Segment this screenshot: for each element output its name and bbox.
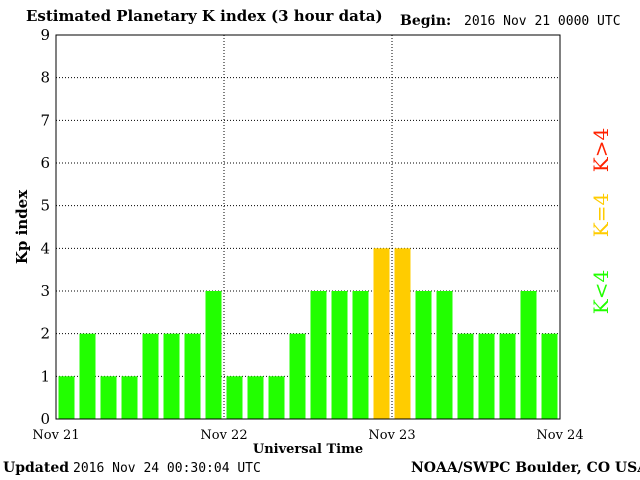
y-tick-label: 2 (40, 325, 50, 343)
kp-bar (58, 376, 75, 419)
kp-bar (394, 248, 411, 419)
plot-frame (55, 34, 561, 420)
x-axis-label: Universal Time (253, 442, 363, 457)
chart-title: Estimated Planetary K index (3 hour data… (26, 7, 383, 25)
kp-bar (268, 376, 285, 419)
updated-label: Updated (3, 460, 70, 476)
x-tick-label: Nov 24 (536, 428, 583, 443)
y-tick-labels: 0 1 2 3 4 5 6 7 8 9 (40, 26, 50, 428)
kp-bar (520, 291, 537, 419)
x-tick-labels: Nov 21 Nov 22 Nov 23 Nov 24 (32, 428, 583, 443)
begin-label: Begin: (400, 13, 452, 29)
kp-bar (205, 291, 222, 419)
kp-bar (289, 333, 306, 419)
y-tick-label: 6 (40, 154, 50, 172)
y-tick-label: 1 (40, 367, 50, 385)
kp-bar (478, 333, 495, 419)
kp-bar (415, 291, 432, 419)
kp-bar (184, 333, 201, 419)
kp-bar (436, 291, 453, 419)
y-tick-label: 7 (40, 111, 50, 129)
legend-k-less-4: K<4 (589, 270, 613, 314)
kp-bar (79, 333, 96, 419)
kp-bar (310, 291, 327, 419)
y-tick-label: 4 (40, 239, 50, 257)
x-tick-label: Nov 23 (368, 428, 415, 443)
x-tick-label: Nov 22 (200, 428, 247, 443)
kp-bar (100, 376, 117, 419)
y-tick-label: 0 (40, 410, 50, 428)
y-axis-label: Kp index (13, 189, 31, 264)
grid-lines (56, 35, 560, 419)
kp-bar (457, 333, 474, 419)
legend-k-greater-4: K>4 (589, 128, 613, 172)
begin-value: 2016 Nov 21 0000 UTC (464, 14, 621, 29)
kp-bar (352, 291, 369, 419)
kp-bar (499, 333, 516, 419)
y-tick-label: 5 (40, 197, 50, 215)
kp-bar (541, 333, 558, 419)
kp-bar (331, 291, 348, 419)
kp-bar (142, 333, 159, 419)
updated-value: 2016 Nov 24 00:30:04 UTC (73, 461, 261, 476)
kp-bar (373, 248, 390, 419)
legend-k-equal-4: K=4 (589, 193, 613, 237)
bars (58, 248, 558, 419)
kp-bar (121, 376, 138, 419)
x-tick-label: Nov 21 (32, 428, 79, 443)
y-tick-label: 3 (40, 282, 50, 300)
kp-bar (226, 376, 243, 419)
kp-bar (247, 376, 264, 419)
y-tick-label: 9 (40, 26, 50, 44)
source-credit: NOAA/SWPC Boulder, CO USA (411, 460, 640, 476)
y-tick-label: 8 (40, 69, 50, 87)
kp-bar (163, 333, 180, 419)
